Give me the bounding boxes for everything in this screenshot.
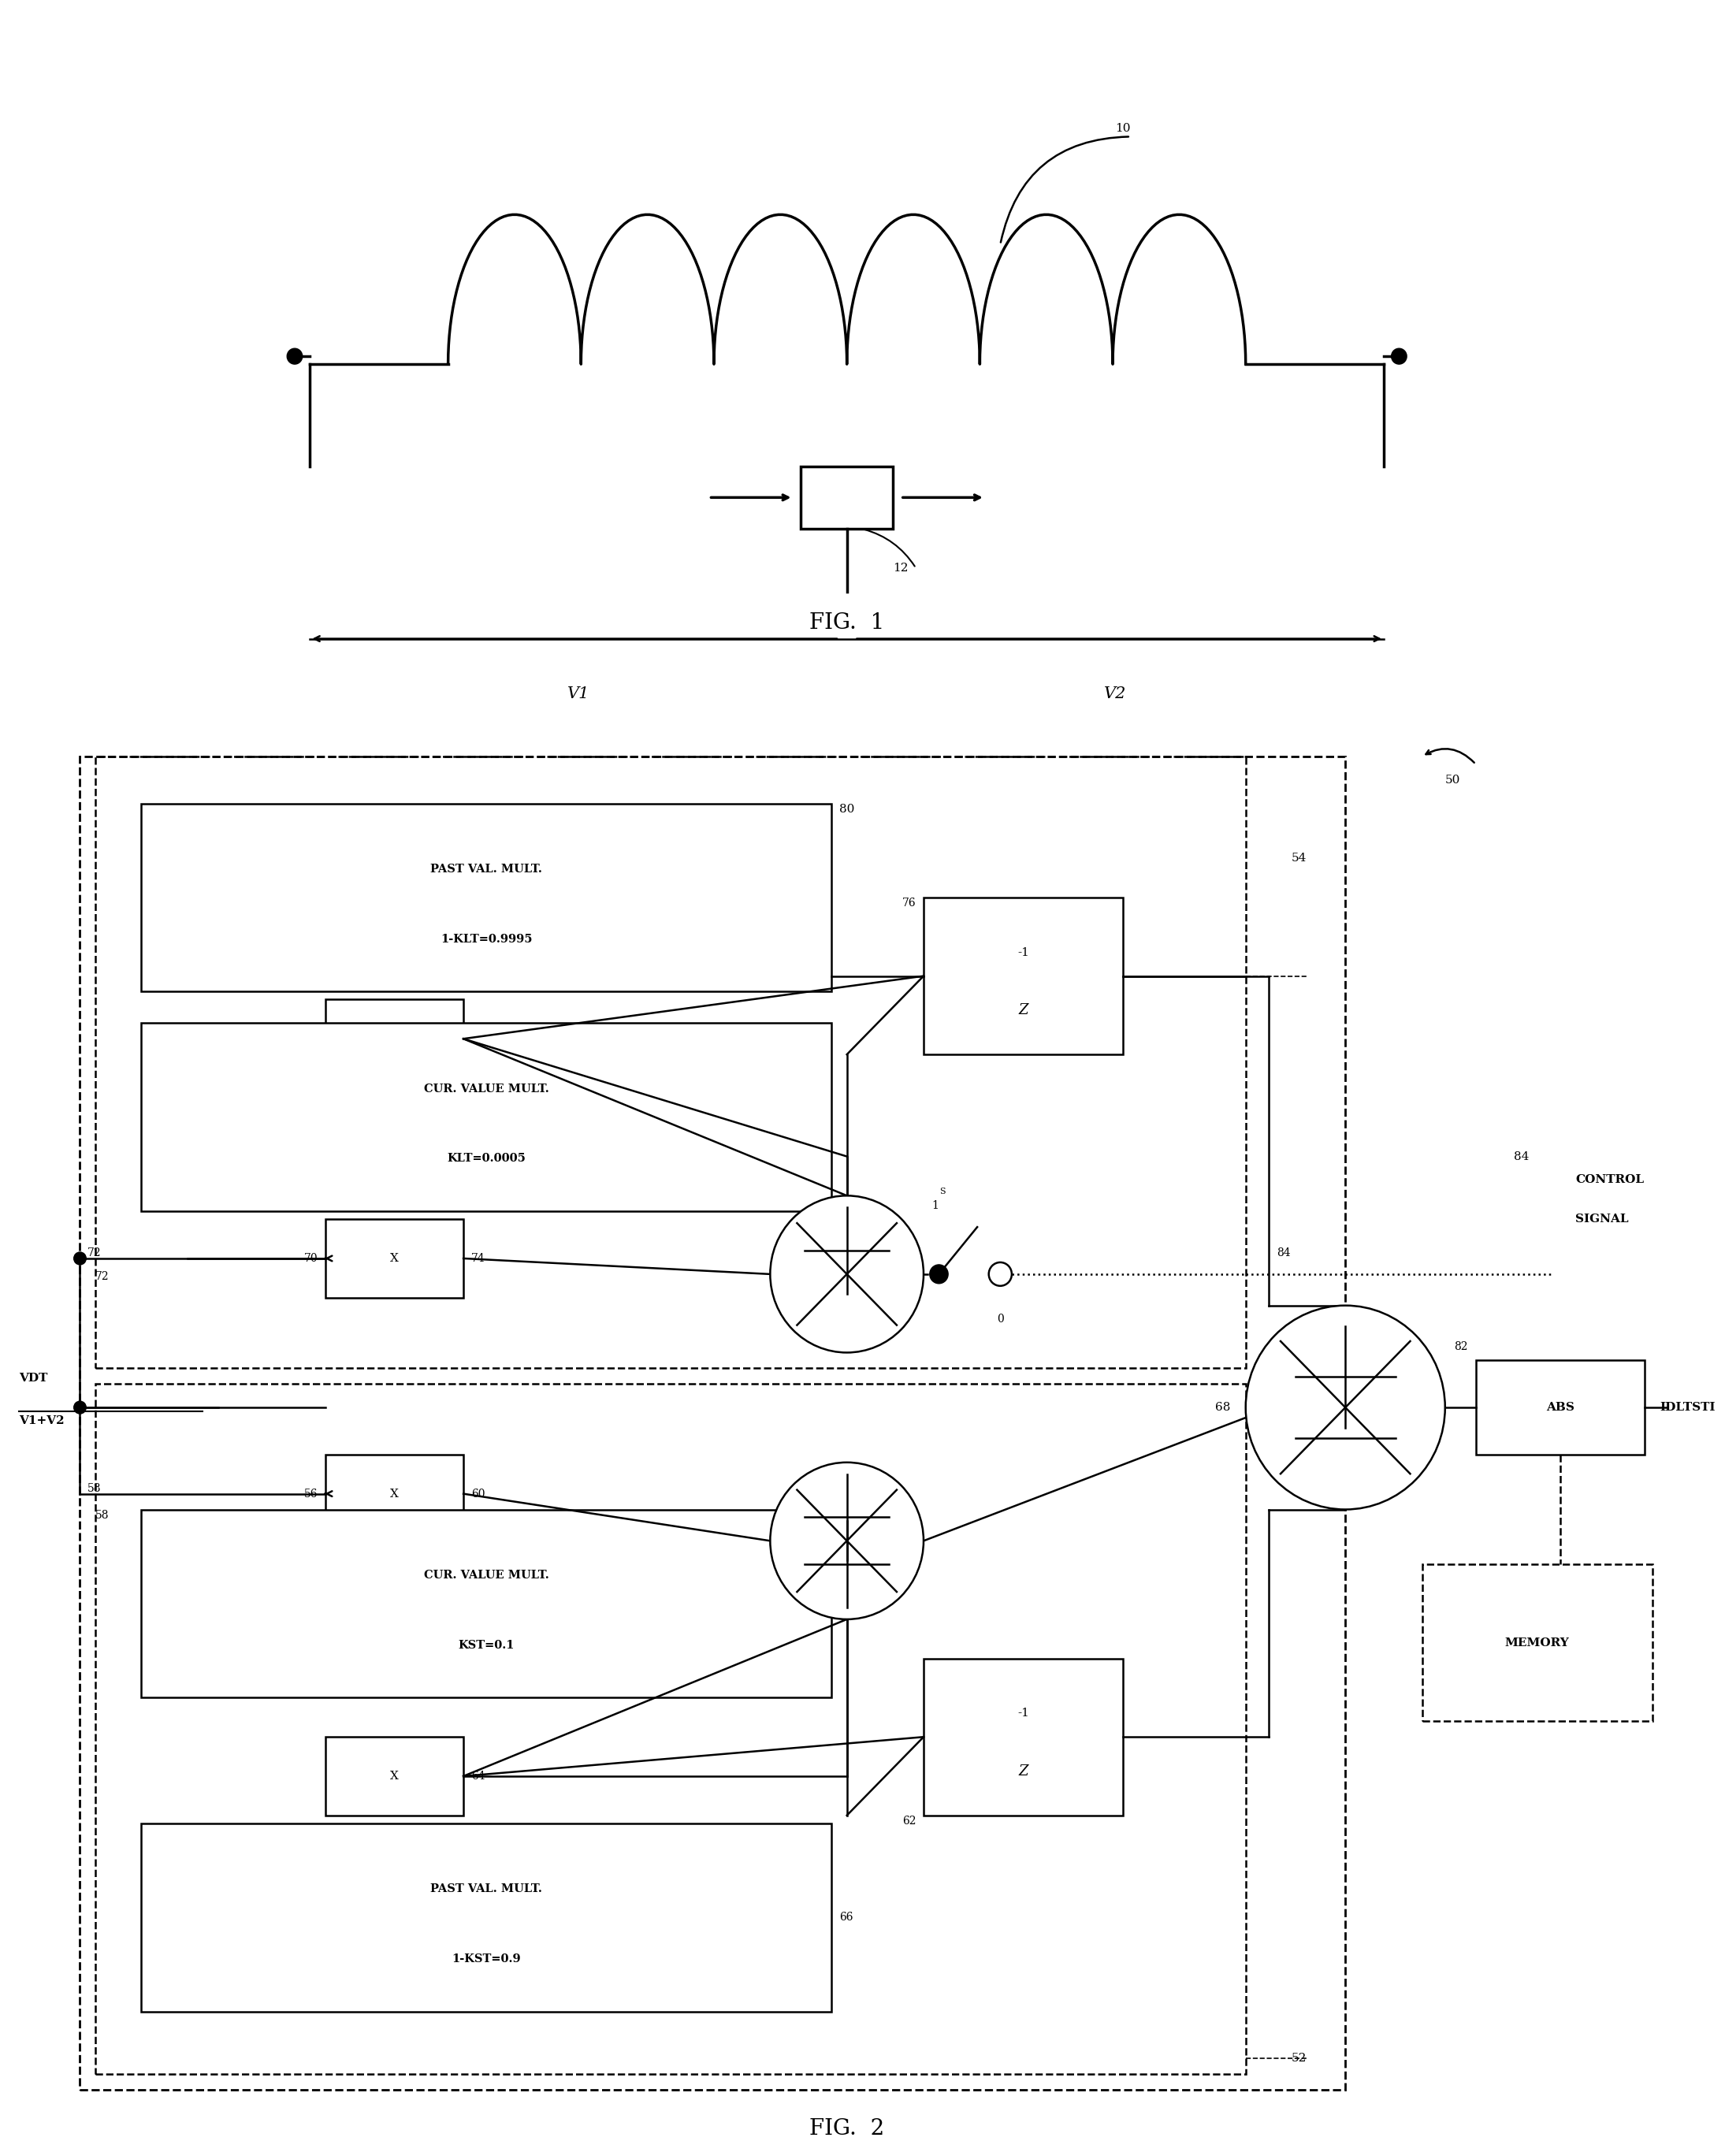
Bar	[800, 466, 894, 528]
Text: PAST VAL. MULT.: PAST VAL. MULT.	[431, 865, 542, 875]
Text: 58: 58	[88, 1483, 102, 1494]
Text: CONTROL: CONTROL	[1575, 1175, 1644, 1186]
Bar	[1421, 1565, 1653, 1720]
Text: 0: 0	[997, 1313, 1004, 1324]
Circle shape	[1392, 349, 1406, 364]
Text: KST=0.1: KST=0.1	[459, 1639, 514, 1651]
Bar	[923, 897, 1123, 1054]
Bar	[326, 1455, 464, 1533]
Bar	[95, 757, 1245, 1369]
Text: 66: 66	[838, 1912, 852, 1923]
Text: 56: 56	[304, 1488, 317, 1498]
Text: 72: 72	[95, 1270, 109, 1283]
Circle shape	[1245, 1307, 1446, 1509]
Text: 84: 84	[1515, 1151, 1530, 1162]
Text: 70: 70	[304, 1253, 317, 1263]
Text: FIG.  2: FIG. 2	[809, 2119, 885, 2139]
Text: FIG.  1: FIG. 1	[809, 612, 885, 634]
Text: 68: 68	[1214, 1401, 1230, 1412]
Circle shape	[74, 1401, 86, 1414]
Text: PAST VAL. MULT.: PAST VAL. MULT.	[431, 1884, 542, 1895]
Bar	[1475, 1360, 1644, 1455]
Bar	[326, 1218, 464, 1298]
Text: 76: 76	[902, 897, 916, 908]
Text: 80: 80	[838, 804, 854, 815]
Text: 1: 1	[932, 1201, 938, 1212]
Text: X: X	[390, 1770, 398, 1781]
Text: 58: 58	[95, 1509, 109, 1520]
Text: 60: 60	[471, 1488, 485, 1498]
Text: -1: -1	[1018, 946, 1030, 957]
Text: 62: 62	[902, 1815, 916, 1826]
Bar	[326, 1000, 464, 1078]
Text: 1-KST=0.9: 1-KST=0.9	[452, 1953, 521, 1964]
Text: 64: 64	[471, 1770, 485, 1781]
Text: CUR. VALUE MULT.: CUR. VALUE MULT.	[424, 1084, 549, 1095]
Text: 74: 74	[471, 1253, 485, 1263]
Circle shape	[769, 1197, 923, 1352]
Text: V1+V2: V1+V2	[19, 1414, 64, 1427]
Text: Z: Z	[1018, 1764, 1028, 1779]
Text: 50: 50	[1446, 774, 1461, 785]
Text: ABS: ABS	[1546, 1401, 1575, 1412]
Text: X: X	[390, 1488, 398, 1498]
Text: X: X	[390, 1253, 398, 1263]
Text: -1: -1	[1018, 1708, 1030, 1718]
Text: MEMORY: MEMORY	[1504, 1636, 1570, 1649]
Bar	[141, 1024, 831, 1212]
Text: IDLTSTI: IDLTSTI	[1659, 1401, 1715, 1412]
Bar	[141, 1509, 831, 1697]
Text: V2: V2	[1104, 686, 1126, 701]
Text: 84: 84	[1276, 1248, 1290, 1259]
Text: 52: 52	[1292, 2053, 1308, 2063]
Text: SIGNAL: SIGNAL	[1575, 1214, 1628, 1225]
Text: X: X	[390, 1033, 398, 1044]
Text: 10: 10	[1116, 123, 1130, 134]
Circle shape	[769, 1462, 923, 1619]
Text: 54: 54	[1292, 854, 1308, 865]
Circle shape	[988, 1263, 1013, 1285]
Bar	[923, 1658, 1123, 1815]
Circle shape	[286, 349, 302, 364]
Text: Z: Z	[1018, 1003, 1028, 1018]
Text: 12: 12	[894, 563, 909, 573]
Text: CUR. VALUE MULT.: CUR. VALUE MULT.	[424, 1570, 549, 1580]
Circle shape	[930, 1266, 949, 1283]
Text: V1: V1	[568, 686, 590, 701]
Bar	[141, 804, 831, 992]
Text: 1-KLT=0.9995: 1-KLT=0.9995	[440, 934, 533, 944]
Text: 82: 82	[1454, 1341, 1468, 1352]
Bar	[79, 757, 1346, 2089]
Text: KLT=0.0005: KLT=0.0005	[447, 1153, 526, 1164]
Bar	[326, 1738, 464, 1815]
Bar	[141, 1824, 831, 2012]
Text: VDT: VDT	[19, 1373, 47, 1384]
Text: 78: 78	[471, 1033, 485, 1044]
Circle shape	[74, 1253, 86, 1266]
Text: 72: 72	[88, 1248, 102, 1259]
Text: S: S	[940, 1188, 945, 1197]
Bar	[95, 1384, 1245, 2074]
